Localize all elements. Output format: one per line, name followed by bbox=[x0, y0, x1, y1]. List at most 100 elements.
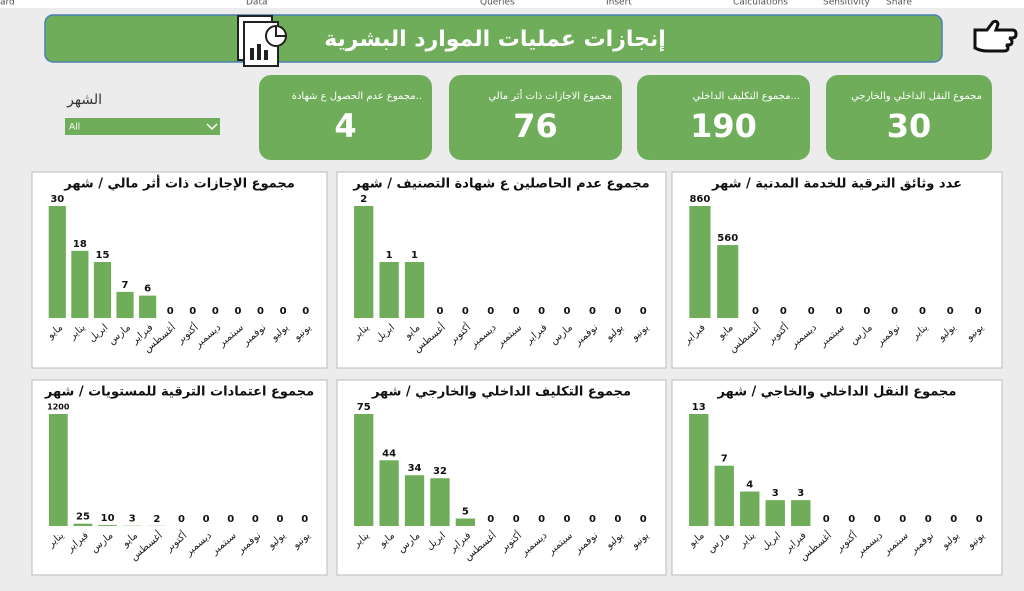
data-label: 30 bbox=[50, 194, 64, 205]
bar bbox=[766, 500, 785, 526]
data-label: 0 bbox=[975, 306, 982, 317]
data-label: 0 bbox=[589, 306, 596, 317]
data-label: 0 bbox=[301, 514, 308, 525]
data-label: 0 bbox=[564, 514, 571, 525]
bar bbox=[791, 500, 810, 526]
data-label: 0 bbox=[302, 306, 309, 317]
data-label: 0 bbox=[863, 306, 870, 317]
data-label: 0 bbox=[167, 306, 174, 317]
data-label: 0 bbox=[277, 514, 284, 525]
data-label: 0 bbox=[462, 306, 469, 317]
data-label: 0 bbox=[848, 514, 855, 525]
data-label: 0 bbox=[212, 306, 219, 317]
data-label: 2 bbox=[153, 514, 160, 525]
data-label: 0 bbox=[925, 514, 932, 525]
data-label: 0 bbox=[950, 514, 957, 525]
chart-title: مجموع التكليف الداخلي والخارجي / شهر bbox=[371, 385, 631, 400]
data-label: 0 bbox=[640, 514, 647, 525]
data-label: 34 bbox=[408, 463, 422, 474]
kpi-label: مجموع التكليف الداخلي... bbox=[693, 91, 800, 102]
data-label: 6 bbox=[144, 284, 151, 295]
data-label: 3 bbox=[797, 488, 804, 499]
data-label: 0 bbox=[487, 306, 494, 317]
data-label: 0 bbox=[976, 514, 983, 525]
data-label: 0 bbox=[513, 306, 520, 317]
kpi-value: 76 bbox=[513, 107, 558, 145]
data-label: 0 bbox=[487, 514, 494, 525]
bar bbox=[715, 466, 734, 526]
bar bbox=[116, 292, 133, 318]
data-label: 1 bbox=[411, 250, 418, 261]
bar bbox=[689, 414, 708, 526]
title: إنجازات عمليات الموارد البشرية bbox=[324, 27, 666, 52]
chart-title: مجموع الإجازات ذات أثر مالي / شهر bbox=[63, 175, 295, 192]
kpi-label: مجموع النقل الداخلي والخارجي bbox=[851, 91, 982, 102]
bar bbox=[74, 524, 93, 526]
data-label: 7 bbox=[122, 280, 129, 291]
data-label: 7 bbox=[721, 454, 728, 465]
bar bbox=[430, 478, 449, 526]
data-label: 0 bbox=[234, 306, 241, 317]
data-label: 2 bbox=[360, 194, 367, 205]
data-label: 0 bbox=[614, 514, 621, 525]
data-label: 0 bbox=[874, 514, 881, 525]
data-label: 13 bbox=[692, 402, 706, 413]
data-label: 1200 bbox=[47, 403, 70, 412]
bar bbox=[379, 460, 398, 526]
data-label: 5 bbox=[462, 507, 469, 518]
slicer-value: All bbox=[69, 123, 80, 133]
bar bbox=[354, 206, 373, 318]
data-label: 0 bbox=[538, 514, 545, 525]
bar bbox=[740, 492, 759, 526]
kpi-label: مجموع الاجازات ذات أثر مالي bbox=[488, 89, 612, 102]
ribbon-label: Queries bbox=[480, 0, 515, 8]
bar bbox=[689, 206, 710, 318]
chart-title: مجموع عدم الحاصلين ع شهادة التصنيف / شهر bbox=[352, 177, 649, 192]
ribbon-label: Insert bbox=[606, 0, 632, 8]
data-label: 0 bbox=[280, 306, 287, 317]
bar bbox=[354, 414, 373, 526]
data-label: 15 bbox=[95, 250, 109, 261]
slicer-dropdown[interactable] bbox=[65, 118, 220, 135]
data-label: 0 bbox=[189, 306, 196, 317]
data-label: 3 bbox=[129, 514, 136, 525]
data-label: 0 bbox=[808, 306, 815, 317]
bar bbox=[71, 251, 88, 318]
ribbon-label: ard bbox=[0, 0, 15, 8]
ribbon-label: Share bbox=[886, 0, 912, 8]
kpi-value: 190 bbox=[690, 107, 757, 145]
data-label: 0 bbox=[614, 306, 621, 317]
bar bbox=[717, 245, 738, 318]
data-label: 0 bbox=[203, 514, 210, 525]
data-label: 0 bbox=[513, 514, 520, 525]
data-label: 18 bbox=[73, 239, 87, 250]
slicer-label: الشهر bbox=[66, 92, 102, 108]
bar bbox=[94, 262, 111, 318]
data-label: 0 bbox=[589, 514, 596, 525]
bar bbox=[98, 525, 117, 526]
data-label: 0 bbox=[252, 514, 259, 525]
chart-title: مجموع النقل الداخلي والخاجي / شهر bbox=[717, 385, 957, 400]
data-label: 4 bbox=[746, 480, 753, 491]
data-label: 560 bbox=[717, 233, 738, 244]
data-label: 1 bbox=[386, 250, 393, 261]
data-label: 0 bbox=[227, 514, 234, 525]
kpi-value: 4 bbox=[334, 107, 356, 145]
bar bbox=[456, 519, 475, 526]
kpi-label: مجموع عدم الحصول ع شهادة.. bbox=[292, 91, 422, 102]
ribbon-label: Calculations bbox=[733, 0, 788, 8]
ribbon-label: Sensitivity bbox=[823, 0, 871, 8]
bar bbox=[405, 475, 424, 526]
bar bbox=[405, 262, 424, 318]
hand-icon bbox=[975, 21, 1016, 51]
data-label: 860 bbox=[689, 194, 710, 205]
data-label: 32 bbox=[433, 466, 447, 477]
data-label: 0 bbox=[752, 306, 759, 317]
chart-title: عدد وثائق الترقية للخدمة المدنية / شهر bbox=[711, 177, 962, 192]
data-label: 0 bbox=[823, 514, 830, 525]
ribbon-label: Data bbox=[246, 0, 268, 8]
data-label: 0 bbox=[640, 306, 647, 317]
data-label: 0 bbox=[947, 306, 954, 317]
